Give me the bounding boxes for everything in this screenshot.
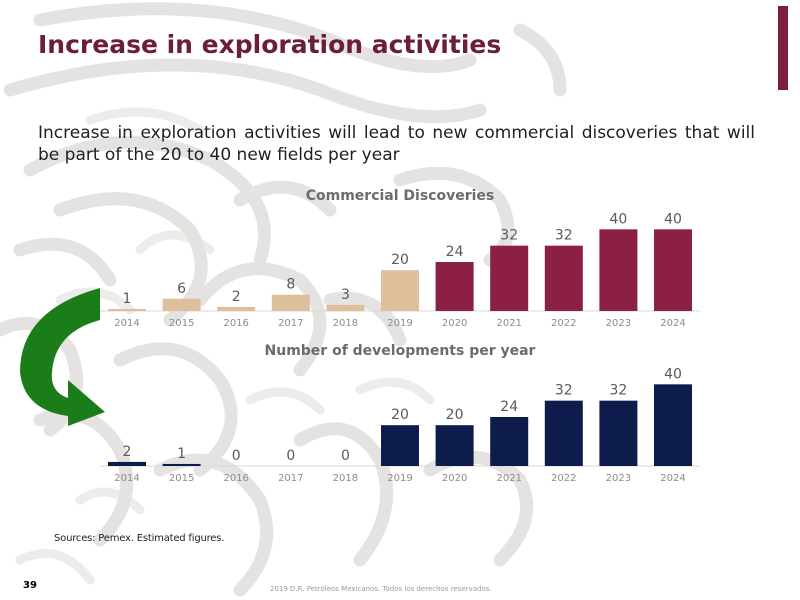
x-tick-label-2024: 2024	[660, 318, 685, 329]
data-label-2018: 3	[341, 287, 350, 303]
data-label-2024: 40	[664, 366, 682, 382]
x-tick-label-2022: 2022	[551, 473, 576, 484]
bar-2022	[544, 400, 583, 466]
data-label-2019: 20	[391, 407, 409, 423]
bar-2019	[381, 425, 419, 466]
bar-2024	[654, 384, 692, 466]
data-label-2020: 24	[446, 244, 464, 260]
x-tick-label-2018: 2018	[333, 318, 358, 329]
green-curved-arrow-shape	[20, 288, 105, 426]
data-label-2015: 1	[177, 446, 186, 462]
x-tick-label-2022: 2022	[551, 318, 576, 329]
bar-2016	[217, 306, 256, 311]
bar-2015	[162, 463, 201, 466]
x-tick-label-2021: 2021	[496, 318, 521, 329]
bar-2024	[654, 229, 692, 311]
x-tick-label-2021: 2021	[496, 473, 521, 484]
data-label-2016: 0	[232, 448, 241, 464]
accent-bar	[778, 6, 788, 90]
x-tick-label-2023: 2023	[606, 318, 631, 329]
x-tick-label-2016: 2016	[223, 473, 248, 484]
page-subtitle: Increase in exploration activities will …	[38, 123, 755, 165]
x-tick-label-2015: 2015	[169, 473, 194, 484]
bar-2023	[599, 400, 638, 466]
bar-2014	[108, 308, 146, 311]
data-label-2015: 6	[177, 281, 186, 297]
sources-note: Sources: Pemex. Estimated figures.	[54, 533, 225, 544]
data-label-2021: 24	[500, 399, 518, 415]
x-tick-label-2019: 2019	[387, 318, 412, 329]
bar-2020	[435, 425, 474, 466]
bar-2022	[544, 245, 583, 311]
x-tick-label-2014: 2014	[114, 318, 139, 329]
x-tick-label-2015: 2015	[169, 318, 194, 329]
data-label-2019: 20	[391, 252, 409, 268]
data-label-2023: 40	[609, 211, 627, 227]
data-label-2021: 32	[500, 228, 518, 244]
bar-2017	[271, 294, 310, 311]
x-tick-label-2018: 2018	[333, 473, 358, 484]
bar-2023	[599, 229, 638, 311]
bar-2020	[435, 262, 474, 311]
data-label-2017: 0	[286, 448, 295, 464]
data-label-2020: 20	[446, 407, 464, 423]
data-label-2017: 8	[286, 277, 295, 293]
page-number: 39	[23, 580, 37, 591]
data-label-2022: 32	[555, 228, 573, 244]
x-tick-label-2020: 2020	[442, 473, 467, 484]
page-title: Increase in exploration activities	[38, 30, 502, 59]
x-tick-label-2016: 2016	[223, 318, 248, 329]
x-tick-label-2017: 2017	[278, 473, 303, 484]
x-tick-label-2020: 2020	[442, 318, 467, 329]
chart-title: Number of developments per year	[265, 343, 536, 359]
commercial-discoveries-chart: Commercial Discoveries 1 2014 6 2015 2 2016 8 20…	[100, 188, 700, 329]
data-label-2016: 2	[232, 289, 241, 305]
developments-per-year-chart: Number of developments per year 2 2014 1 201…	[100, 343, 700, 484]
x-tick-label-2024: 2024	[660, 473, 685, 484]
data-label-2014: 1	[123, 291, 132, 307]
bar-2015	[162, 298, 201, 311]
bar-2021	[490, 245, 529, 311]
bar-2014	[108, 461, 146, 466]
data-label-2014: 2	[123, 444, 132, 460]
data-label-2022: 32	[555, 383, 573, 399]
chart-title: Commercial Discoveries	[306, 188, 495, 204]
bar-2019	[381, 270, 419, 311]
bar-2018	[326, 304, 365, 311]
copyright-footer: 2019 D.R. Petróleos Mexicanos. Todos los…	[270, 585, 492, 593]
x-tick-label-2017: 2017	[278, 318, 303, 329]
data-label-2023: 32	[609, 383, 627, 399]
data-label-2024: 40	[664, 211, 682, 227]
x-tick-label-2014: 2014	[114, 473, 139, 484]
bar-2021	[490, 417, 529, 466]
x-tick-label-2019: 2019	[387, 473, 412, 484]
x-tick-label-2023: 2023	[606, 473, 631, 484]
data-label-2018: 0	[341, 448, 350, 464]
green-curved-arrow-icon	[20, 288, 105, 426]
